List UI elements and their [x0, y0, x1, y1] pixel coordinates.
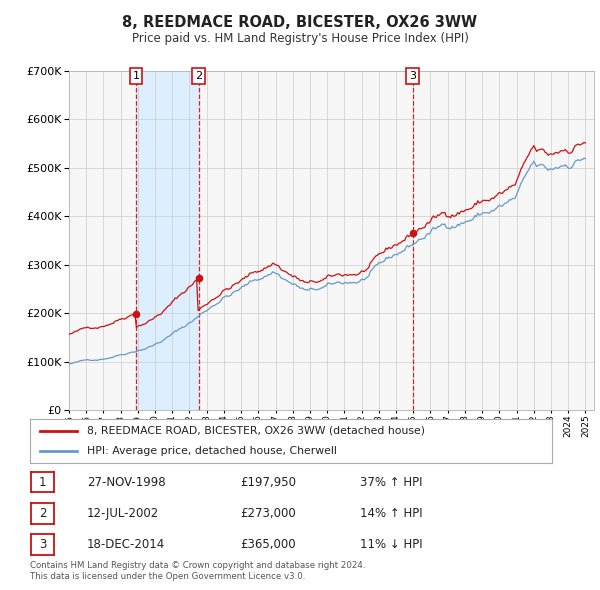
Text: 3: 3: [409, 71, 416, 81]
Text: £365,000: £365,000: [240, 538, 296, 551]
Bar: [136, 71, 199, 410]
Text: 11% ↓ HPI: 11% ↓ HPI: [360, 538, 422, 551]
Text: 8, REEDMACE ROAD, BICESTER, OX26 3WW: 8, REEDMACE ROAD, BICESTER, OX26 3WW: [122, 15, 478, 30]
Text: 37% ↑ HPI: 37% ↑ HPI: [360, 476, 422, 489]
Text: 8, REEDMACE ROAD, BICESTER, OX26 3WW (detached house): 8, REEDMACE ROAD, BICESTER, OX26 3WW (de…: [88, 426, 425, 436]
Text: 1: 1: [39, 476, 46, 489]
Text: £273,000: £273,000: [240, 507, 296, 520]
Text: 18-DEC-2014: 18-DEC-2014: [87, 538, 165, 551]
Text: 2: 2: [195, 71, 202, 81]
Text: 3: 3: [39, 538, 46, 551]
Text: Contains HM Land Registry data © Crown copyright and database right 2024.
This d: Contains HM Land Registry data © Crown c…: [30, 561, 365, 581]
Text: HPI: Average price, detached house, Cherwell: HPI: Average price, detached house, Cher…: [88, 446, 337, 456]
Text: 27-NOV-1998: 27-NOV-1998: [87, 476, 166, 489]
Text: 14% ↑ HPI: 14% ↑ HPI: [360, 507, 422, 520]
Text: 2: 2: [39, 507, 46, 520]
Text: 1: 1: [133, 71, 140, 81]
Text: £197,950: £197,950: [240, 476, 296, 489]
Text: 12-JUL-2002: 12-JUL-2002: [87, 507, 159, 520]
Text: Price paid vs. HM Land Registry's House Price Index (HPI): Price paid vs. HM Land Registry's House …: [131, 32, 469, 45]
